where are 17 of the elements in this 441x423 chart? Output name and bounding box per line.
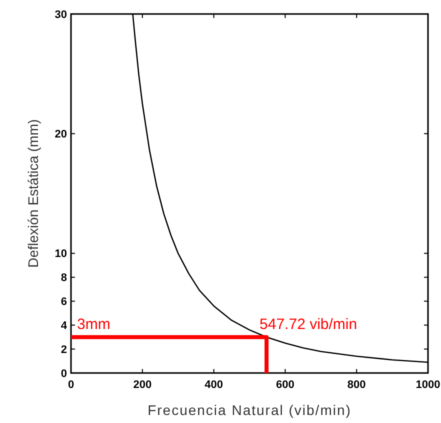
- y-tick-label: 8: [60, 272, 67, 284]
- y-tick-label: 2: [60, 344, 67, 356]
- y-tick-label: 6: [60, 296, 67, 308]
- x-tick-label: 200: [133, 379, 152, 391]
- y-tick-label: 10: [54, 248, 67, 260]
- y-axis-title: Deflexión Estática (mm): [25, 119, 41, 268]
- x-tick-label: 800: [347, 379, 366, 391]
- y-tick-label: 20: [54, 128, 67, 141]
- annotation: 547.72 vib/min: [260, 316, 358, 334]
- x-tick-label: 600: [276, 379, 294, 391]
- y-tick-label: 4: [60, 320, 68, 332]
- x-axis-title: Frecuencia Natural (vib/min): [148, 402, 352, 418]
- annotation: 3mm: [77, 316, 110, 334]
- x-tick-label: 400: [204, 379, 223, 391]
- y-tick-label: 30: [54, 8, 67, 21]
- x-tick-label: 1000: [416, 379, 440, 391]
- y-tick-label: 0: [60, 368, 67, 380]
